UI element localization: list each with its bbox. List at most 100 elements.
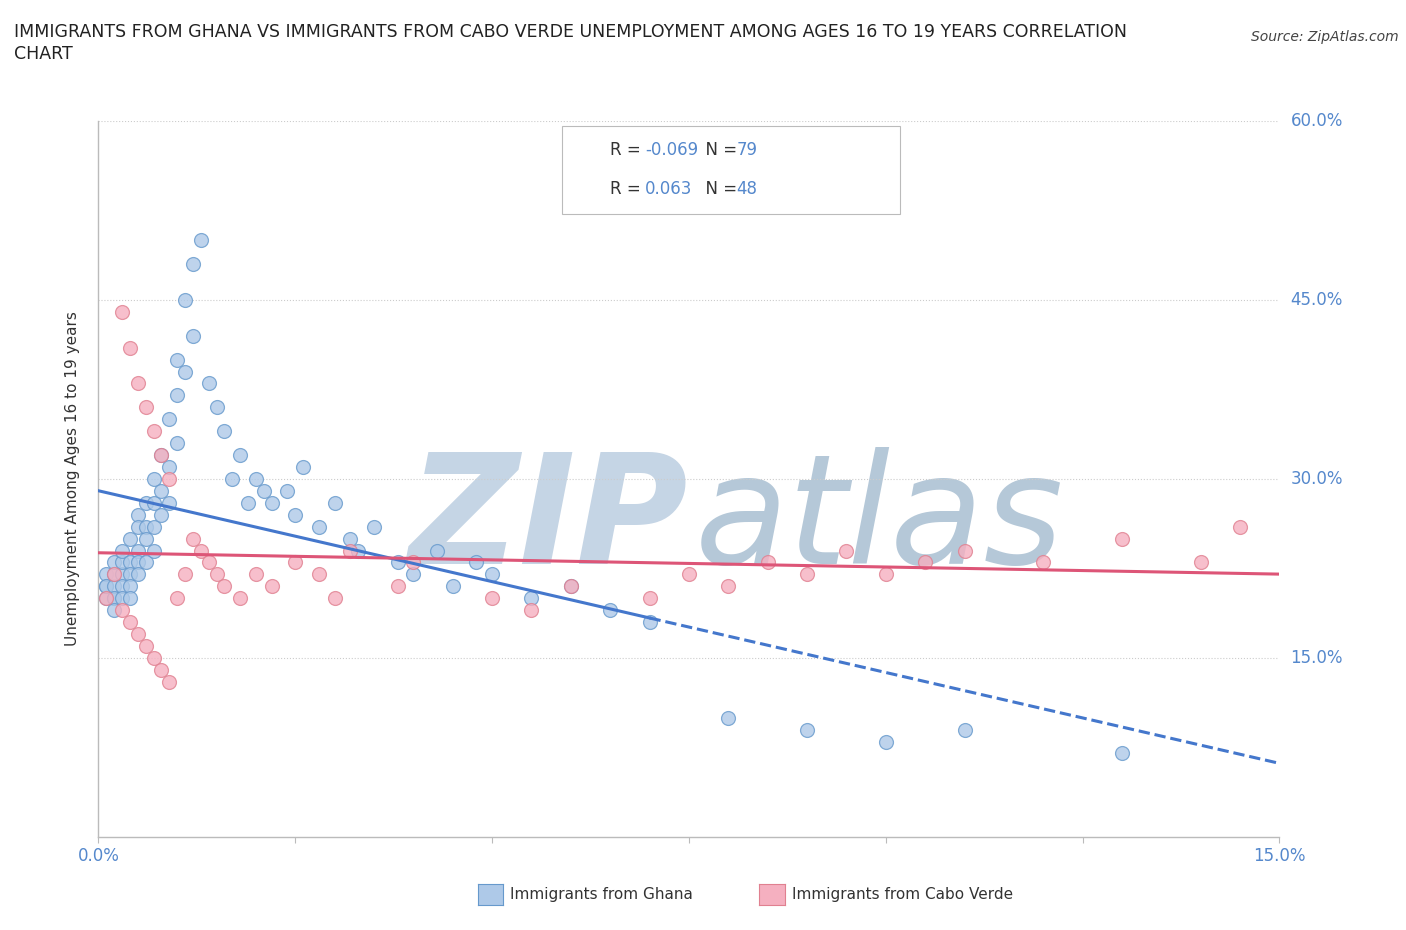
Point [181,531,204,546]
Text: atlas: atlas [695,447,1064,596]
Point [560,578,582,594]
Point [118,615,141,630]
Point [103,555,125,570]
Point [96,578,118,594]
Point [717,578,740,594]
Point [221,472,243,486]
Point [103,591,125,605]
Point [96,591,118,605]
Point [229,591,252,605]
Point [481,591,503,605]
Point [96,578,118,594]
Point [142,424,165,439]
Point [135,531,157,546]
Text: ZIP: ZIP [409,447,689,596]
Point [441,578,464,594]
Point [166,591,188,605]
Point [214,578,236,594]
Text: 0.063: 0.063 [645,180,693,198]
Point [150,447,173,462]
Point [181,257,204,272]
Point [127,543,149,558]
Point [103,603,125,618]
Point [111,567,134,582]
Point [111,591,134,605]
Text: 45.0%: 45.0% [1291,291,1343,309]
Point [245,472,267,486]
Point [717,711,740,725]
Point [638,591,661,605]
Point [142,543,165,558]
Point [520,591,543,605]
Point [127,376,149,391]
Point [465,555,488,570]
Point [599,603,621,618]
Point [1229,519,1251,534]
Point [135,496,157,511]
Text: Source: ZipAtlas.com: Source: ZipAtlas.com [1251,30,1399,44]
Point [127,555,149,570]
Point [205,400,228,415]
Text: R =: R = [610,180,647,198]
Point [875,734,897,749]
Point [142,519,165,534]
Point [197,376,219,391]
Point [142,472,165,486]
Point [118,340,141,355]
Point [339,531,361,546]
Point [127,519,149,534]
Point [756,555,779,570]
Point [150,508,173,523]
Point [481,567,503,582]
Point [103,591,125,605]
Point [142,496,165,511]
Point [96,567,118,582]
Point [253,484,276,498]
Point [678,567,700,582]
Point [103,578,125,594]
Text: N =: N = [695,141,742,159]
Point [1189,555,1212,570]
Point [190,232,212,247]
Point [229,447,252,462]
Point [796,722,818,737]
Point [111,603,134,618]
Point [174,567,197,582]
Point [197,555,219,570]
Point [339,543,361,558]
Point [150,662,173,677]
Point [914,555,936,570]
Point [1111,746,1133,761]
Point [260,578,283,594]
Point [166,435,188,451]
Point [347,543,370,558]
Point [1111,531,1133,546]
Point [157,472,180,486]
Point [174,365,197,379]
Point [402,567,425,582]
Point [118,555,141,570]
Point [835,543,858,558]
Point [118,578,141,594]
Point [111,543,134,558]
Text: Immigrants from Cabo Verde: Immigrants from Cabo Verde [792,887,1012,902]
Point [323,591,346,605]
Point [111,578,134,594]
Point [157,674,180,689]
Text: -0.069: -0.069 [645,141,699,159]
Point [96,591,118,605]
Text: 60.0%: 60.0% [1291,112,1343,130]
Point [166,352,188,367]
Point [236,496,259,511]
Point [135,639,157,654]
Point [127,627,149,642]
Text: 48: 48 [737,180,758,198]
Point [181,328,204,343]
Point [118,531,141,546]
Point [190,543,212,558]
Point [157,459,180,474]
Point [638,615,661,630]
Point [284,508,307,523]
Point [157,412,180,427]
Point [953,543,976,558]
